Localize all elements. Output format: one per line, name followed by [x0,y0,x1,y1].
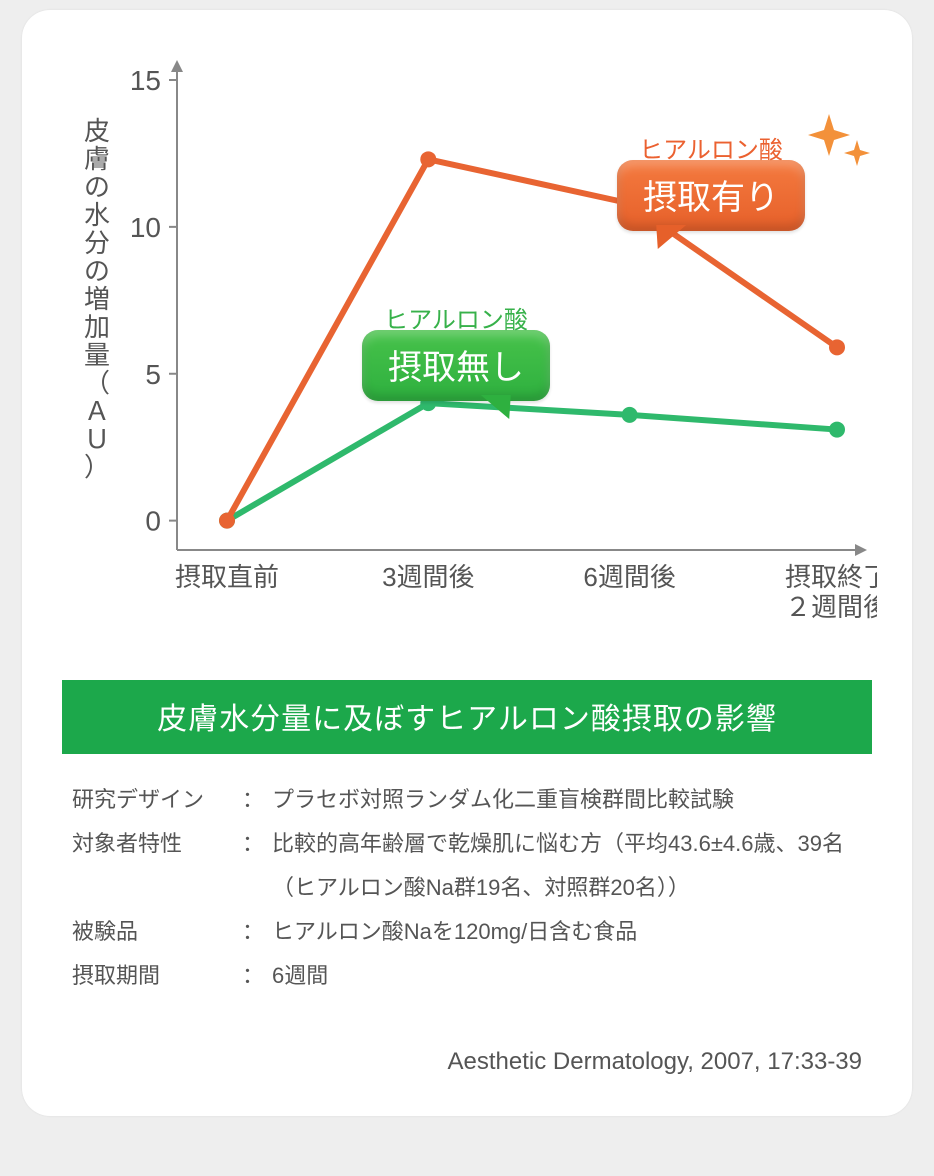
svg-text:3週間後: 3週間後 [382,562,474,592]
svg-text:0: 0 [145,506,161,537]
svg-text:量: 量 [84,340,110,370]
svg-text:２週間後: ２週間後 [785,592,877,622]
svg-text:増: 増 [84,284,110,314]
detail-row-design: 研究デザイン ： プラセボ対照ランダム化二重盲検群間比較試験 [72,778,862,822]
svg-text:の: の [84,256,110,286]
detail-row-period: 摂取期間 ： 6週間 [72,954,862,998]
detail-label: 摂取期間 [72,954,242,998]
card: 051015摂取直前3週間後6週間後摂取終了２週間後皮膚の水分の増加量（ＡＵ） … [22,10,912,1116]
svg-text:10: 10 [130,212,161,243]
svg-text:）: ） [84,452,110,482]
svg-text:水: 水 [84,200,110,230]
balloon-caption-without: ヒアルロン酸 [362,300,550,335]
detail-label: 被験品 [72,910,242,954]
svg-text:加: 加 [84,312,110,342]
detail-label: 対象者特性 [72,822,242,910]
label-balloon-without: ヒアルロン酸 摂取無し [362,330,550,401]
svg-text:6週間後: 6週間後 [583,562,675,592]
detail-value: 6週間 [272,954,862,998]
balloon-text-without: 摂取無し [388,349,524,387]
detail-value: プラセボ対照ランダム化二重盲検群間比較試験 [272,778,862,822]
balloon-caption-with: ヒアルロン酸 [617,130,805,165]
label-balloon-with: ヒアルロン酸 摂取有り [617,160,805,231]
chart: 051015摂取直前3週間後6週間後摂取終了２週間後皮膚の水分の増加量（ＡＵ） … [57,50,877,650]
svg-text:15: 15 [130,65,161,96]
svg-text:摂取終了: 摂取終了 [785,562,877,592]
svg-text:の: の [84,172,110,202]
svg-text:5: 5 [145,359,161,390]
svg-text:Ａ: Ａ [84,396,110,426]
svg-text:分: 分 [84,228,110,258]
study-details: 研究デザイン ： プラセボ対照ランダム化二重盲検群間比較試験 対象者特性 ： 比… [72,778,862,998]
detail-label: 研究デザイン [72,778,242,822]
svg-text:皮: 皮 [84,116,110,146]
svg-text:摂取直前: 摂取直前 [175,562,279,592]
section-title: 皮膚水分量に及ぼすヒアルロン酸摂取の影響 [62,680,872,754]
sparkle-icon [807,110,877,180]
detail-value: 比較的高年齢層で乾燥肌に悩む方（平均43.6±4.6歳、39名（ヒアルロン酸Na… [272,822,862,910]
svg-text:膚: 膚 [84,144,110,174]
svg-text:Ｕ: Ｕ [84,424,110,454]
svg-text:（: （ [84,368,110,398]
balloon-text-with: 摂取有り [643,179,779,217]
detail-value: ヒアルロン酸Naを120mg/日含む食品 [272,910,862,954]
citation: Aesthetic Dermatology, 2007, 17:33-39 [52,1048,862,1076]
detail-row-subjects: 対象者特性 ： 比較的高年齢層で乾燥肌に悩む方（平均43.6±4.6歳、39名（… [72,822,862,910]
detail-row-product: 被験品 ： ヒアルロン酸Naを120mg/日含む食品 [72,910,862,954]
